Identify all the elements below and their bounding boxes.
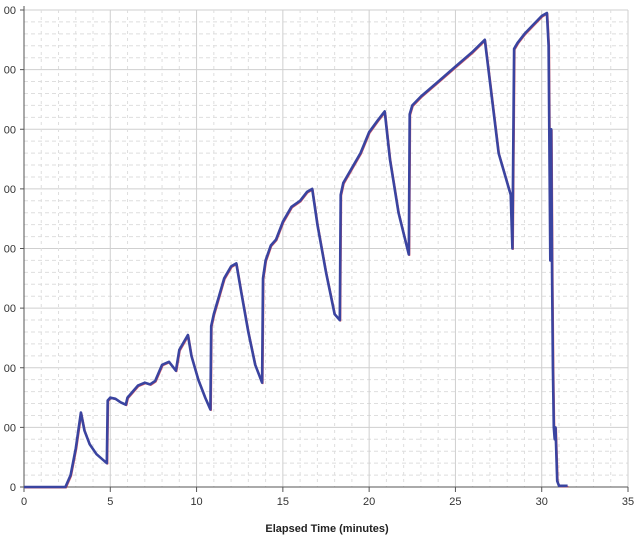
x-tick-label: 5 — [107, 496, 113, 508]
x-tick-label: 30 — [536, 496, 548, 508]
y-tick-label: 00 — [4, 5, 16, 17]
series-layer — [24, 11, 569, 489]
y-tick-label: 00 — [4, 184, 16, 196]
y-tick-label: 00 — [4, 303, 16, 315]
y-tick-label: 00 — [4, 363, 16, 375]
series-line — [24, 11, 568, 489]
x-tick-label: 0 — [21, 496, 27, 508]
axis-layer — [20, 6, 629, 492]
y-tick-label: 00 — [4, 244, 16, 256]
y-tick-label: 00 — [4, 422, 16, 434]
grid-layer — [23, 9, 629, 488]
x-tick-label: 35 — [622, 496, 634, 508]
x-axis-title: Elapsed Time (minutes) — [265, 523, 389, 535]
y-tick-label: 0 — [10, 482, 16, 494]
x-tick-label: 25 — [449, 496, 461, 508]
x-tick-label: 10 — [190, 496, 202, 508]
y-tick-label: 00 — [4, 65, 16, 77]
x-tick-label: 20 — [363, 496, 375, 508]
x-tick-label: 15 — [277, 496, 289, 508]
y-tick-label: 00 — [4, 124, 16, 136]
